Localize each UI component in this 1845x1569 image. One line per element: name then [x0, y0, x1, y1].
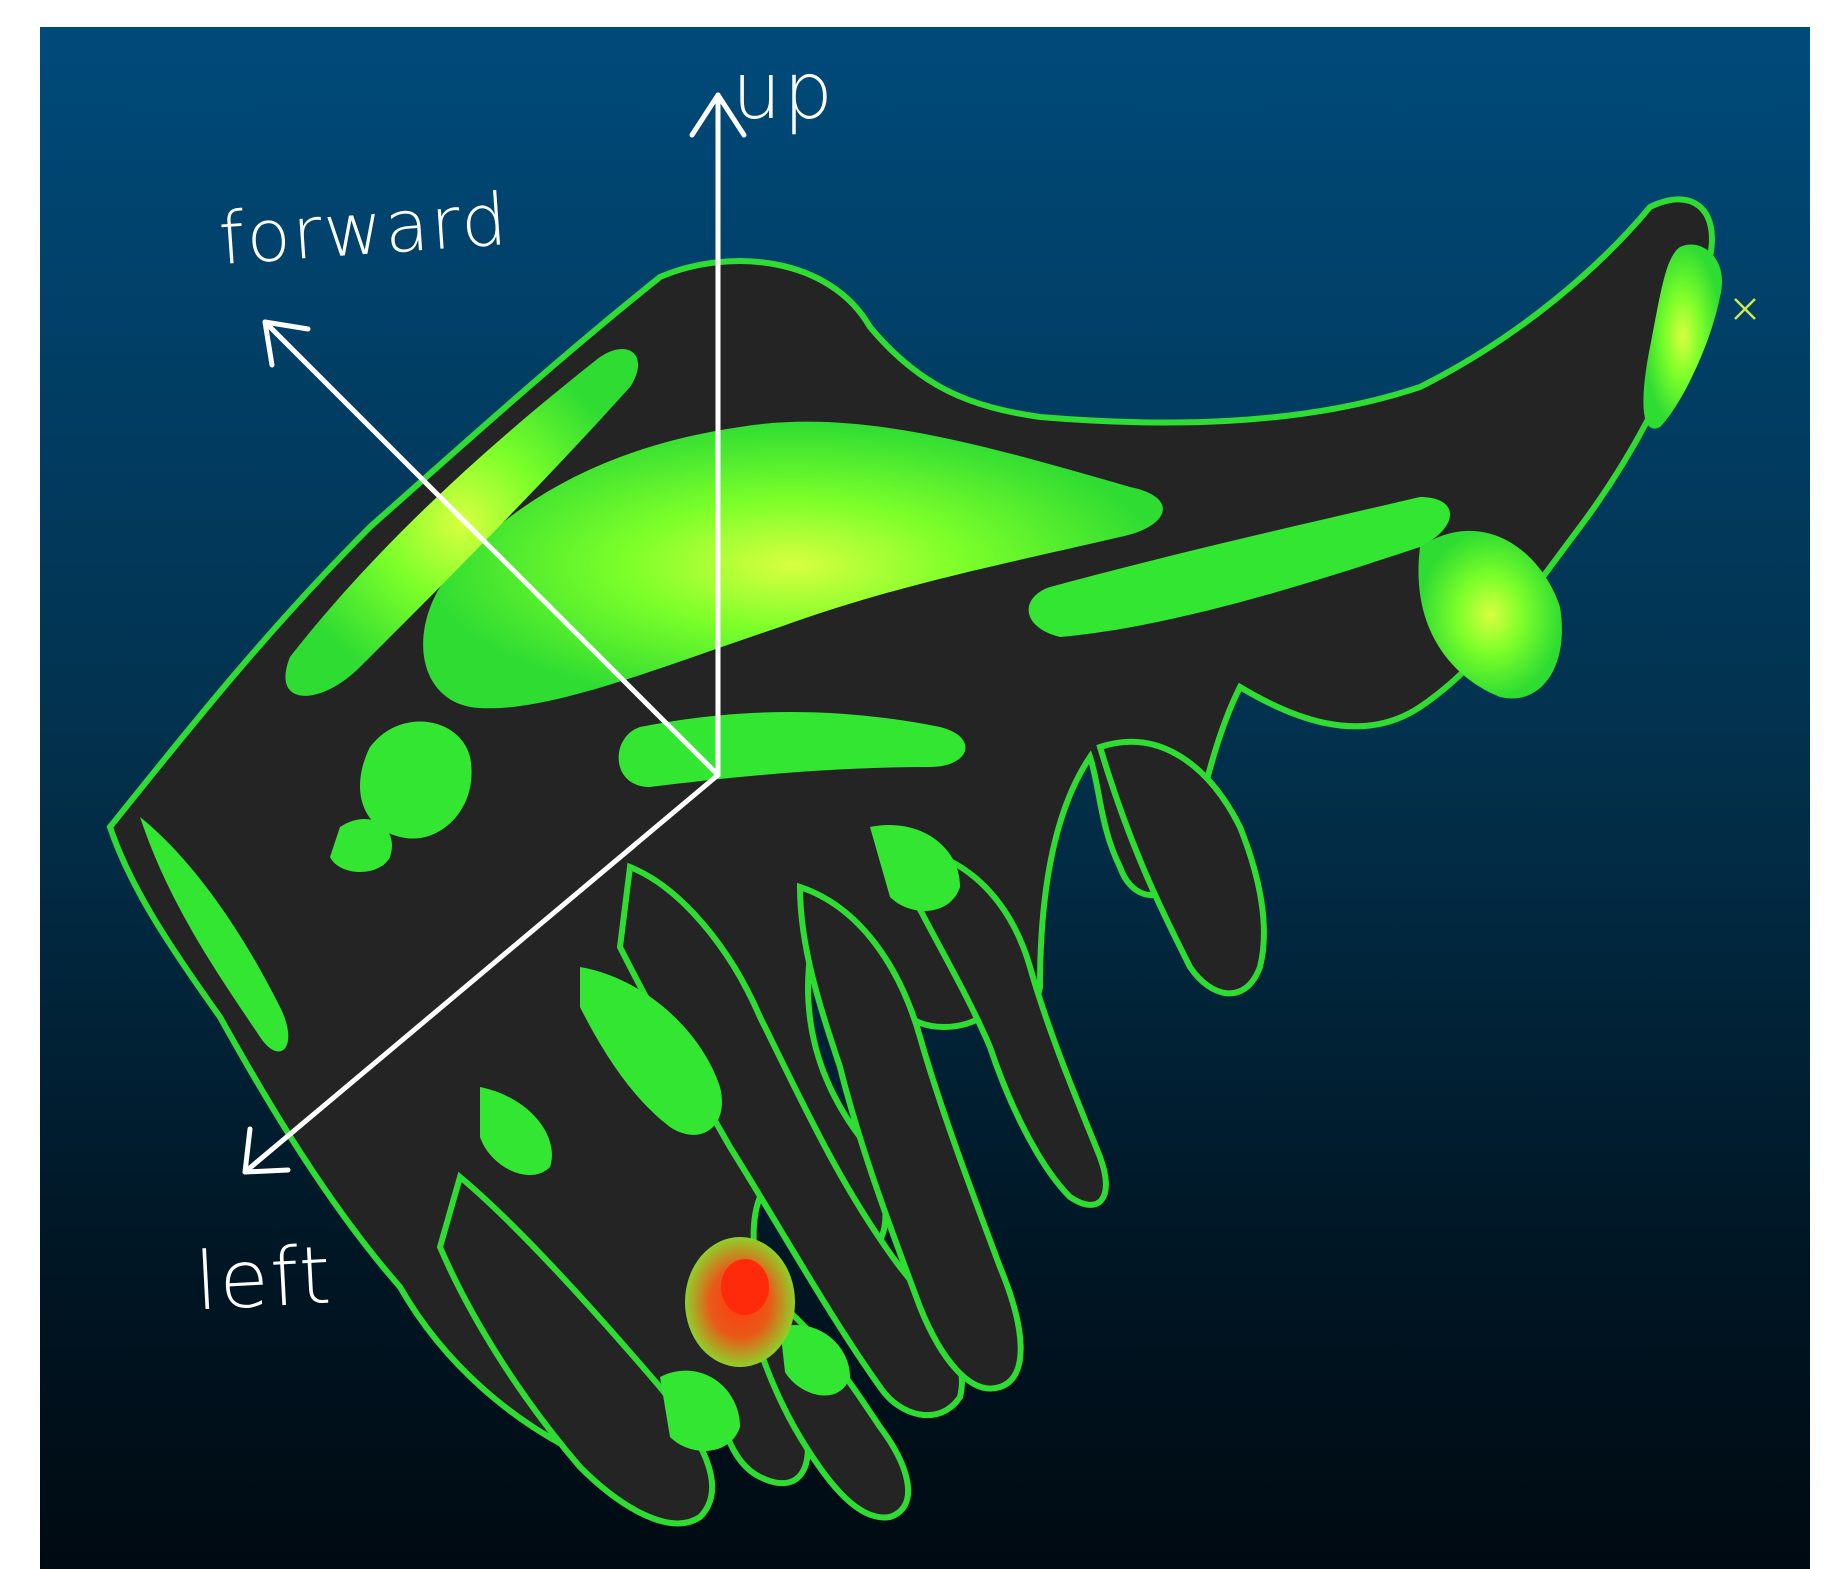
- coordinate-axes: [242, 92, 747, 1175]
- point-cloud-viewport[interactable]: up forward left: [40, 27, 1810, 1569]
- axis-forward-arrowhead: [262, 319, 311, 368]
- hand-scan-scene: [106, 92, 1756, 1527]
- axis-label-up: up: [732, 47, 835, 137]
- axis-forward-line: [262, 319, 721, 778]
- surface-highlights: [140, 244, 1722, 1451]
- cross-marker-icon: [1734, 298, 1756, 320]
- axis-label-left: left: [192, 1228, 335, 1329]
- axis-left-line: [242, 772, 721, 1175]
- deviation-hotspot: [685, 1237, 795, 1367]
- axis-up-arrowhead: [689, 92, 747, 138]
- axis-left-arrowhead: [242, 1126, 291, 1175]
